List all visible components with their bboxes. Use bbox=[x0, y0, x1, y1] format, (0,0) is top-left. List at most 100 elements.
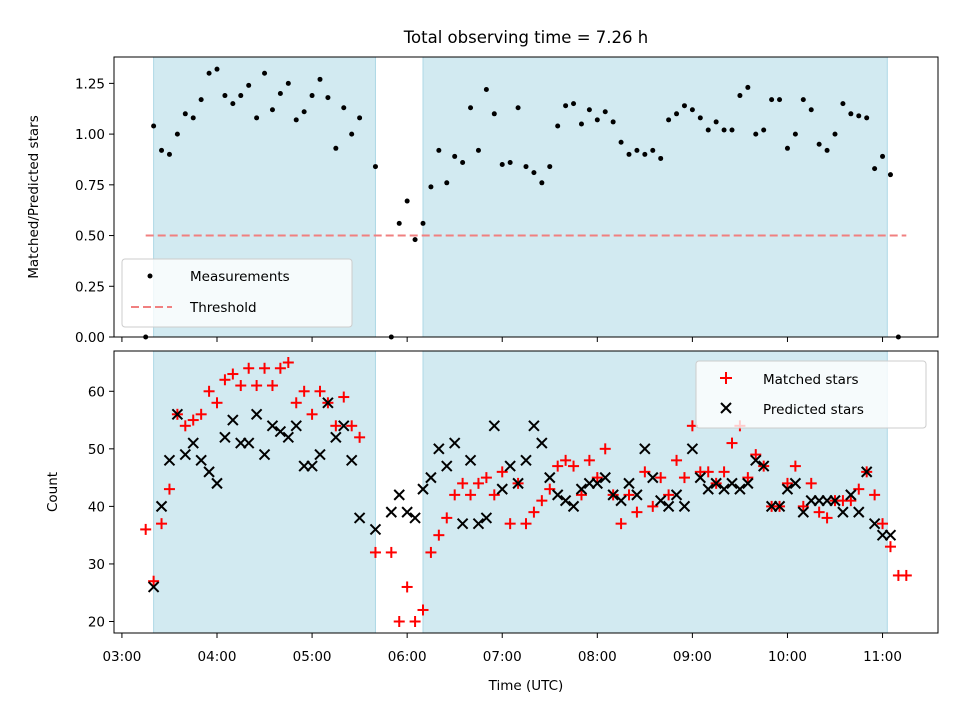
predicted-star-point bbox=[773, 500, 786, 513]
legend-predicted-marker bbox=[720, 402, 732, 414]
measurement-point bbox=[824, 147, 830, 153]
measurement-point bbox=[840, 101, 846, 107]
measurement-point bbox=[452, 153, 458, 159]
matched-star-point bbox=[496, 466, 508, 478]
matched-star-point bbox=[425, 546, 437, 558]
matched-star-point bbox=[488, 489, 500, 501]
measurement-point bbox=[182, 111, 188, 117]
matched-star-point bbox=[306, 408, 318, 420]
matched-star-point bbox=[179, 420, 191, 432]
matched-star-point bbox=[354, 431, 366, 443]
predicted-star-point bbox=[837, 506, 849, 518]
measurement-point bbox=[515, 105, 521, 111]
measurement-point bbox=[610, 119, 616, 125]
matched-star-point bbox=[678, 472, 690, 484]
matched-star-point bbox=[472, 477, 484, 489]
matched-star-point bbox=[750, 449, 762, 461]
matched-star-point bbox=[742, 472, 754, 484]
predicted-star-point bbox=[757, 460, 770, 472]
shaded-span bbox=[422, 56, 888, 338]
predicted-star-point bbox=[480, 512, 493, 524]
matched-star-point bbox=[599, 443, 611, 455]
matched-star-point bbox=[314, 385, 326, 397]
predicted-star-point bbox=[409, 512, 421, 524]
predicted-star-point bbox=[670, 489, 683, 501]
predicted-star-point bbox=[147, 581, 160, 593]
matched-star-point bbox=[504, 518, 516, 530]
measurement-point bbox=[238, 93, 244, 99]
measurement-point bbox=[769, 97, 775, 103]
matched-star-point bbox=[274, 362, 286, 374]
matched-star-point bbox=[615, 518, 627, 530]
measurement-point bbox=[634, 147, 640, 153]
predicted-star-point bbox=[345, 454, 358, 467]
x-tick-label: 07:00 bbox=[483, 649, 522, 665]
measurement-point bbox=[198, 97, 204, 103]
measurement-point bbox=[753, 131, 759, 137]
matched-star-point bbox=[797, 500, 809, 512]
predicted-star-point bbox=[353, 512, 366, 524]
bottom-y-axis-label: Count bbox=[45, 472, 61, 512]
matched-star-point bbox=[457, 477, 469, 489]
x-tick-label: 04:00 bbox=[198, 649, 237, 665]
matched-star-point bbox=[575, 489, 587, 501]
measurement-point bbox=[784, 145, 790, 151]
matched-star-point bbox=[663, 489, 675, 501]
measurement-point bbox=[531, 170, 537, 176]
top-panel: 0.00 0.25 0.50 0.75 1.00 1.25 Matched/Predict… bbox=[26, 56, 939, 346]
measurement-point bbox=[159, 147, 165, 153]
predicted-star-point bbox=[607, 489, 619, 501]
predicted-star-point bbox=[425, 471, 437, 484]
matched-star-point bbox=[163, 483, 175, 495]
predicted-star-point bbox=[678, 500, 691, 513]
predicted-star-point bbox=[171, 408, 184, 421]
measurement-point bbox=[444, 180, 450, 186]
matched-star-point bbox=[845, 495, 857, 507]
predicted-star-point bbox=[290, 420, 302, 432]
legend-matched-label: Matched stars bbox=[763, 372, 859, 388]
matched-star-point bbox=[552, 460, 564, 472]
measurement-point bbox=[309, 93, 315, 99]
predicted-star-point bbox=[242, 437, 255, 449]
legend-measurements-label: Measurements bbox=[190, 269, 290, 285]
x-tick-label: 05:00 bbox=[293, 649, 332, 665]
measurement-point bbox=[777, 97, 783, 103]
matched-star-point bbox=[211, 397, 223, 409]
measurement-point bbox=[230, 101, 236, 107]
measurement-point bbox=[729, 127, 735, 133]
predicted-star-point bbox=[330, 431, 342, 444]
y-tick-label: 1.00 bbox=[75, 127, 105, 143]
predicted-star-point bbox=[551, 489, 564, 501]
matched-star-point bbox=[480, 472, 492, 484]
measurement-point bbox=[523, 164, 529, 170]
measurement-point bbox=[174, 131, 180, 137]
predicted-star-point bbox=[750, 454, 762, 467]
predicted-star-point bbox=[433, 443, 445, 455]
matched-star-point bbox=[900, 569, 912, 581]
predicted-star-point bbox=[338, 420, 350, 432]
matched-star-point bbox=[821, 512, 833, 524]
bottom-legend-box bbox=[695, 360, 927, 429]
matched-star-point bbox=[702, 466, 714, 478]
measurement-point bbox=[681, 103, 687, 109]
measurement-point bbox=[666, 117, 672, 123]
measurement-point bbox=[269, 107, 275, 113]
measurement-point bbox=[626, 151, 632, 157]
matched-star-point bbox=[877, 518, 889, 530]
legend-predicted-label: Predicted stars bbox=[763, 402, 864, 418]
predicted-star-point bbox=[615, 494, 627, 507]
measurement-point bbox=[372, 164, 378, 170]
measurement-point bbox=[880, 153, 886, 159]
predicted-star-point bbox=[417, 483, 429, 495]
measurement-point bbox=[745, 84, 751, 90]
matched-star-point bbox=[401, 581, 413, 593]
predicted-star-point bbox=[314, 448, 326, 461]
predicted-star-point bbox=[155, 500, 168, 513]
x-tick-label: 10:00 bbox=[768, 649, 807, 665]
measurement-point bbox=[864, 115, 870, 121]
matched-star-point bbox=[536, 495, 548, 507]
measurement-point bbox=[872, 166, 878, 172]
predicted-star-point bbox=[512, 477, 524, 490]
predicted-star-point bbox=[219, 431, 231, 444]
measurement-point bbox=[713, 119, 719, 125]
